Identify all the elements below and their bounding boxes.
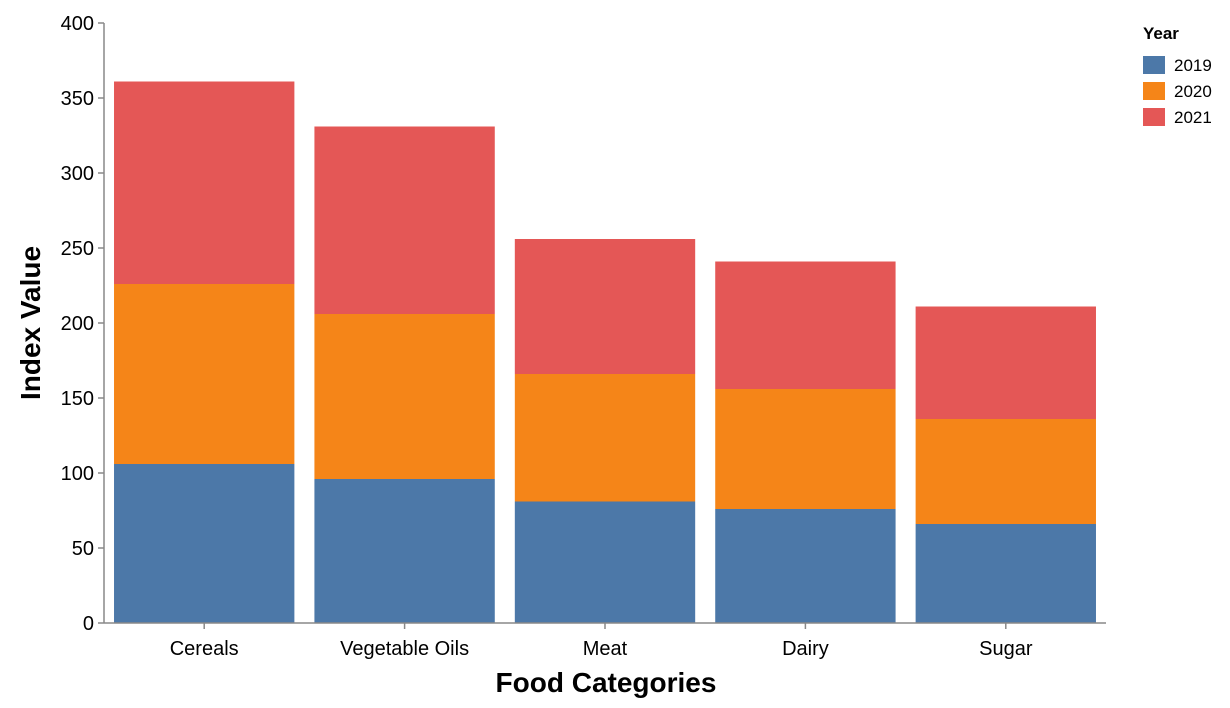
bar-cereals-2020 [114, 284, 295, 464]
y-tick-label: 300 [61, 163, 94, 185]
x-tick-label: Cereals [170, 638, 239, 660]
bar-dairy-2019 [715, 509, 896, 623]
x-axis: Cereals Vegetable Oils Meat Dairy Sugar [104, 622, 1106, 660]
y-tick-label: 100 [61, 463, 94, 485]
x-tick-label: Sugar [979, 638, 1033, 660]
y-tick-label: 0 [83, 613, 94, 635]
x-axis-title: Food Categories [496, 667, 717, 698]
legend-label-2020: 2020 [1174, 82, 1212, 101]
legend-swatch-2021 [1143, 108, 1165, 126]
bar-meat-2020 [514, 374, 696, 502]
legend-title: Year [1143, 24, 1179, 43]
y-tick-label: 400 [61, 13, 94, 35]
bar-sugar-2021 [915, 306, 1096, 419]
x-tick-label: Vegetable Oils [340, 638, 469, 660]
y-tick-label: 50 [72, 538, 94, 560]
y-tick-label: 250 [61, 238, 94, 260]
legend: Year 2019 2020 2021 [1143, 24, 1212, 127]
bar-vegetable-oils-2021 [314, 126, 495, 314]
bar-cereals-2021 [114, 81, 295, 284]
bar-dairy-2021 [715, 261, 896, 389]
y-tick-label: 350 [61, 88, 94, 110]
bar-meat-2021 [514, 239, 696, 374]
legend-label-2021: 2021 [1174, 108, 1212, 127]
y-tick-label: 150 [61, 388, 94, 410]
bar-vegetable-oils-2020 [314, 314, 495, 479]
x-tick-label: Dairy [782, 638, 829, 660]
bar-cereals-2019 [114, 464, 295, 623]
bars-layer [114, 81, 1096, 623]
bar-dairy-2020 [715, 389, 896, 509]
bar-sugar-2019 [915, 524, 1096, 623]
bar-sugar-2020 [915, 419, 1096, 524]
bar-vegetable-oils-2019 [314, 479, 495, 623]
x-tick-label: Meat [583, 638, 628, 660]
bar-meat-2019 [514, 501, 696, 623]
y-tick-label: 200 [61, 313, 94, 335]
legend-label-2019: 2019 [1174, 56, 1212, 75]
y-axis-title: Index Value [15, 246, 46, 400]
y-axis: 0 50 100 150 200 250 300 350 400 [61, 13, 105, 635]
legend-swatch-2019 [1143, 56, 1165, 74]
legend-swatch-2020 [1143, 82, 1165, 100]
